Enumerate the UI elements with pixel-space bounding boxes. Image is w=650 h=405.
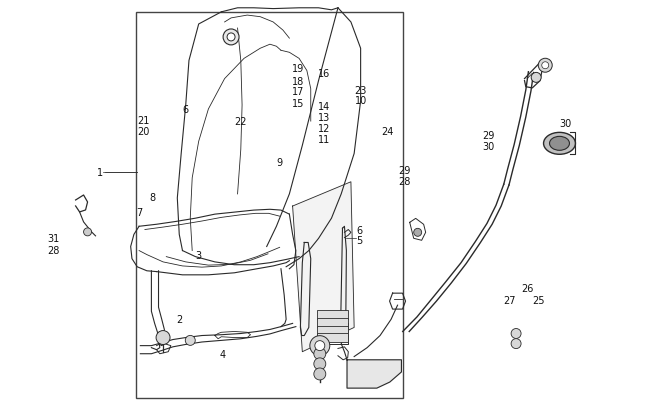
Text: 28: 28 <box>47 245 59 255</box>
Circle shape <box>541 63 549 70</box>
Circle shape <box>84 228 92 236</box>
Text: 6: 6 <box>356 226 362 236</box>
Circle shape <box>511 339 521 349</box>
Ellipse shape <box>549 137 569 151</box>
Text: 27: 27 <box>504 295 516 305</box>
Text: 1: 1 <box>98 167 103 177</box>
Text: 20: 20 <box>138 127 150 137</box>
Text: 31: 31 <box>47 234 59 244</box>
Text: 26: 26 <box>521 283 533 293</box>
Text: 22: 22 <box>235 117 247 127</box>
Text: 7: 7 <box>136 208 142 217</box>
Circle shape <box>413 229 422 237</box>
Circle shape <box>315 341 325 351</box>
Text: 29: 29 <box>482 131 495 141</box>
Polygon shape <box>347 360 402 388</box>
Circle shape <box>511 329 521 339</box>
Text: 17: 17 <box>292 87 304 96</box>
Text: 8: 8 <box>149 193 155 202</box>
Polygon shape <box>292 182 354 352</box>
Bar <box>317 333 348 342</box>
Circle shape <box>185 336 195 345</box>
Circle shape <box>314 358 326 370</box>
Text: 30: 30 <box>482 142 495 152</box>
Text: 13: 13 <box>318 113 330 123</box>
Bar <box>317 319 348 328</box>
Text: 11: 11 <box>318 135 330 145</box>
Text: 28: 28 <box>398 177 411 186</box>
Text: 2: 2 <box>176 315 183 324</box>
Text: 25: 25 <box>532 295 545 305</box>
Text: 3: 3 <box>196 250 202 260</box>
Text: 23: 23 <box>354 86 367 96</box>
Circle shape <box>538 59 552 73</box>
Circle shape <box>531 73 541 83</box>
Circle shape <box>314 368 326 380</box>
Text: 5: 5 <box>356 236 362 246</box>
Circle shape <box>314 348 326 360</box>
Text: 19: 19 <box>292 64 304 74</box>
Bar <box>136 13 403 398</box>
Text: 4: 4 <box>220 349 226 359</box>
Text: 18: 18 <box>292 77 304 86</box>
Text: 14: 14 <box>318 102 330 112</box>
Text: 10: 10 <box>354 96 367 106</box>
Text: 21: 21 <box>138 116 150 126</box>
Circle shape <box>156 331 170 345</box>
Text: 16: 16 <box>318 69 330 79</box>
Text: 24: 24 <box>381 127 393 137</box>
Circle shape <box>310 336 330 356</box>
Circle shape <box>227 34 235 42</box>
Bar <box>317 311 348 320</box>
Text: 30: 30 <box>560 119 572 129</box>
Ellipse shape <box>543 133 575 155</box>
Text: 12: 12 <box>318 124 330 134</box>
Text: 29: 29 <box>398 165 411 175</box>
Text: 15: 15 <box>292 99 304 109</box>
Text: 6: 6 <box>183 104 188 115</box>
Bar <box>317 326 348 335</box>
Circle shape <box>223 30 239 46</box>
Text: 9: 9 <box>277 157 283 167</box>
